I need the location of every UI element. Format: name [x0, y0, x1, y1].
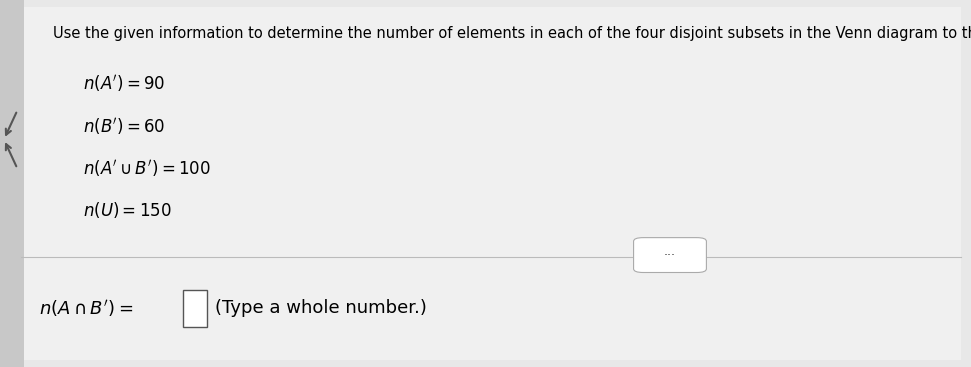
Bar — [183, 290, 207, 327]
Text: Use the given information to determine the number of elements in each of the fou: Use the given information to determine t… — [53, 26, 971, 41]
Bar — [0, 0, 24, 367]
FancyBboxPatch shape — [634, 238, 707, 272]
Text: $n(U) = 150$: $n(U) = 150$ — [83, 200, 171, 220]
Text: $n(A'\cup B') = 100$: $n(A'\cup B') = 100$ — [83, 158, 211, 179]
Text: $n(A\cap B') =$: $n(A\cap B') =$ — [39, 298, 133, 319]
Text: $n(B') = 60$: $n(B') = 60$ — [83, 116, 165, 137]
Text: ···: ··· — [664, 248, 676, 262]
Text: $n(A') = 90$: $n(A') = 90$ — [83, 73, 165, 94]
Text: (Type a whole number.): (Type a whole number.) — [215, 299, 426, 317]
